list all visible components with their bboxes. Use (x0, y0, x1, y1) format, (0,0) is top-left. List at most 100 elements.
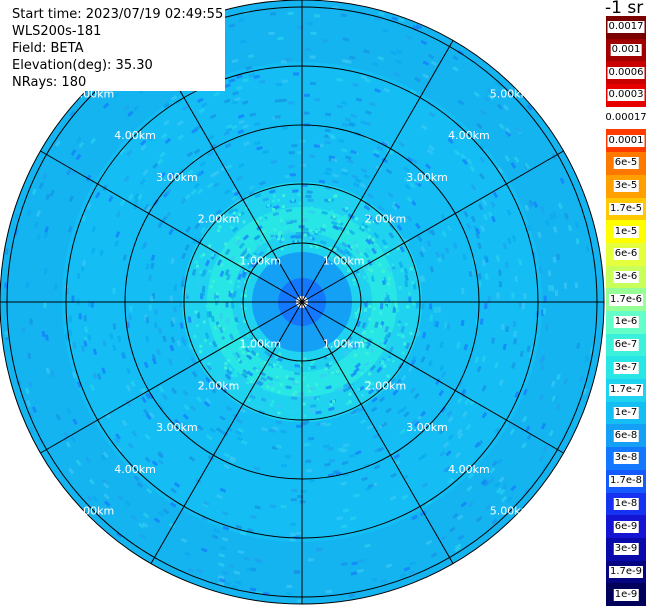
range-gate-cell (356, 320, 362, 328)
range-ring-label: 1.00km (323, 254, 365, 267)
range-gate-cell (290, 396, 298, 400)
range-gate-cell (381, 277, 385, 281)
range-gate-cell (325, 385, 333, 390)
range-gate-cell (142, 512, 150, 519)
range-gate-cell (379, 324, 383, 328)
range-gate-cell (477, 440, 484, 447)
range-gate-cell (244, 280, 248, 284)
range-gate-cell (230, 302, 235, 309)
range-gate-cell (442, 441, 450, 449)
range-gate-cell (419, 250, 425, 258)
range-gate-cell (279, 218, 283, 222)
range-gate-cell (222, 327, 226, 331)
range-gate-cell (377, 55, 385, 61)
range-gate-cell (484, 303, 488, 310)
range-gate-cell (235, 524, 243, 530)
range-gate-cell (329, 403, 333, 407)
range-gate-cell (404, 274, 409, 281)
range-gate-cell (559, 177, 565, 185)
range-gate-cell (199, 270, 203, 274)
range-gate-cell (123, 175, 130, 183)
range-gate-cell (247, 528, 254, 533)
range-gate-cell (235, 430, 242, 436)
range-gate-cell (343, 216, 347, 220)
nrays-text: NRays: 180 (10, 74, 226, 91)
range-gate-cell (506, 209, 512, 216)
range-gate-cell (345, 234, 349, 238)
range-gate-cell (398, 141, 406, 148)
range-gate-cell (475, 516, 483, 523)
range-gate-cell (316, 397, 320, 401)
range-gate-cell (372, 433, 380, 440)
range-gate-cell (126, 149, 133, 157)
range-gate-cell (447, 478, 455, 485)
range-gate-cell (229, 280, 233, 284)
range-gate-cell (289, 374, 293, 378)
range-gate-cell (217, 229, 221, 233)
range-gate-cell (225, 301, 229, 308)
range-gate-cell (344, 342, 351, 350)
range-gate-cell (395, 305, 399, 309)
range-gate-cell (194, 310, 198, 314)
range-gate-cell (122, 254, 127, 261)
range-gate-cell (378, 11, 385, 17)
range-gate-cell (157, 221, 163, 229)
range-gate-cell (202, 253, 206, 257)
range-gate-cell (259, 216, 262, 220)
range-gate-cell (310, 404, 317, 408)
range-gate-cell (145, 263, 150, 270)
range-gate-cell (408, 292, 412, 296)
range-gate-cell (326, 354, 330, 358)
range-gate-cell (552, 256, 557, 264)
range-gate-cell (157, 458, 165, 466)
range-gate-cell (14, 213, 19, 220)
range-gate-cell (386, 270, 390, 274)
range-gate-cell (142, 169, 149, 176)
range-gate-cell (366, 213, 373, 220)
range-gate-cell (385, 168, 393, 175)
origin-spoke (298, 301, 303, 308)
range-gate-cell (310, 232, 314, 236)
range-gate-cell (388, 346, 395, 353)
range-gate-cell (218, 225, 222, 229)
range-gate-cell (540, 422, 547, 430)
range-gate-cell (251, 254, 259, 262)
range-gate-cell (350, 113, 357, 119)
range-gate-cell (137, 522, 145, 529)
range-gate-cell (308, 437, 315, 441)
range-gate-cell (228, 333, 235, 341)
range-gate-cell (265, 398, 273, 404)
range-gate-cell (452, 65, 459, 72)
range-gate-cell (526, 433, 533, 440)
range-gate-cell (374, 88, 381, 94)
range-gate-cell (290, 498, 297, 502)
range-gate-cell (274, 115, 281, 119)
range-gate-cell (330, 220, 338, 226)
range-gate-cell (219, 312, 224, 320)
range-gate-cell (494, 426, 501, 434)
range-gate-cell (219, 415, 226, 421)
range-gate-cell (290, 219, 297, 224)
range-gate-cell (376, 298, 380, 302)
colorbar-swatch: 1e-5 (606, 220, 646, 243)
range-gate-cell (466, 485, 473, 492)
range-gate-cell (422, 73, 430, 79)
colorbar-tick-label: 1e-6 (613, 316, 639, 329)
range-gate-cell (406, 196, 413, 204)
range-gate-cell (302, 402, 306, 406)
range-gate-cell (306, 190, 313, 194)
range-gate-cell (228, 208, 235, 215)
range-gate-cell (226, 273, 231, 281)
range-gate-cell (246, 334, 250, 338)
range-gate-cell (412, 273, 418, 281)
range-gate-cell (440, 371, 447, 378)
colorbar-tick-label: 0.0017 (607, 21, 645, 34)
range-gate-cell (260, 376, 268, 382)
range-gate-cell (288, 150, 295, 155)
range-gate-cell (297, 392, 304, 396)
range-gate-cell (359, 418, 367, 425)
range-gate-cell (303, 233, 307, 237)
range-gate-cell (157, 510, 165, 517)
range-gate-cell (345, 59, 352, 64)
